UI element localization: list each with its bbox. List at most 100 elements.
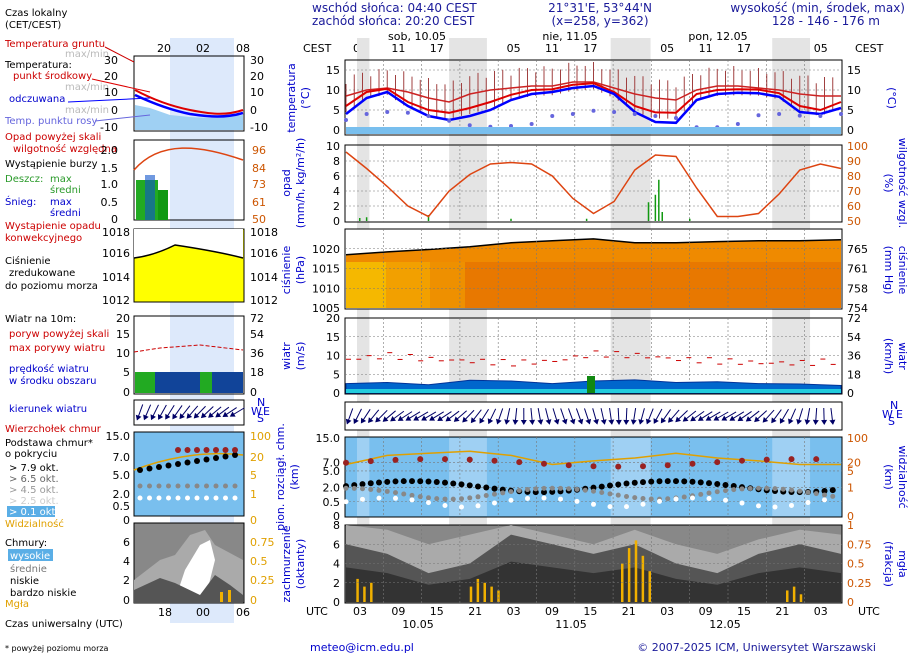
cloud-base-dot-65	[575, 487, 580, 492]
compass-e: E	[896, 408, 903, 421]
wind-unit-label: (m/s)	[294, 342, 307, 371]
legend-cloud-dot	[166, 484, 171, 489]
legend-snow: Śnieg:	[5, 195, 36, 208]
cloud-base-dot-01	[443, 503, 448, 508]
cloud-base-dot-79	[615, 481, 621, 487]
cloud-base-dot-01	[674, 497, 679, 502]
axis-tick: 1	[847, 482, 854, 495]
axis-tick: 0.25	[847, 577, 872, 590]
lpr-1018: 1018	[102, 226, 130, 239]
axis-tick: 15	[326, 331, 340, 344]
legend-cloud-dot	[156, 464, 162, 470]
fog-bar	[786, 590, 789, 602]
cloud-base-dot-01	[740, 501, 745, 506]
legend-storm: Wystąpienie burzy	[5, 159, 98, 170]
cloud-base-dot-01	[525, 496, 530, 501]
cloud-base-dot-65	[814, 491, 819, 496]
cloud-base-dot-79	[475, 483, 481, 489]
legend-cloud-dot	[185, 484, 190, 489]
cloud-base-dot-65	[591, 489, 596, 494]
cloud-base-dot-65	[451, 497, 456, 502]
legend-cloud-box	[134, 432, 244, 516]
cloud-unit-label: (km)	[288, 464, 301, 490]
temp-axis-label: temperatura	[285, 63, 298, 132]
cloud-base-dot-65	[715, 489, 720, 494]
lc-r100: 100	[250, 430, 271, 443]
cloud-top-dot	[343, 460, 349, 466]
cest-left: CEST	[303, 42, 332, 55]
lt-m10: -10	[100, 121, 118, 134]
axis-tick: 765	[847, 243, 868, 256]
cloud-base-dot-65	[822, 493, 827, 498]
axis-tick: 10	[326, 84, 340, 97]
lp-r61: 61	[252, 196, 266, 209]
lt-r10: 10	[250, 86, 264, 99]
cloud-base-dot-65	[443, 497, 448, 502]
legend-compass-e: E	[263, 405, 270, 418]
legend-cloud-dot	[138, 484, 143, 489]
cloud-top-dot	[615, 464, 621, 470]
legend-max-gusts: max porywy wiatru	[9, 343, 105, 354]
axis-tick: 761	[847, 263, 868, 276]
cloud-base-dot-79	[467, 482, 473, 488]
bottom-hour-tick: 21	[775, 605, 789, 618]
cloud-base-dot-79	[393, 478, 399, 484]
bottom-hour-tick: 03	[507, 605, 521, 618]
cloud-base-dot-65	[632, 495, 637, 500]
legend-cloud-dot	[214, 484, 219, 489]
cloud-night-band	[449, 438, 487, 516]
legend-utc-tick-1: 18	[158, 606, 172, 619]
cloud-base-dot-01	[542, 496, 547, 501]
coords-text: 21°31'E, 53°44'N	[548, 1, 652, 15]
axis-tick: 4	[333, 558, 340, 571]
legend-very-low: bardzo niskie	[10, 588, 76, 599]
cloud-base-dot-65	[707, 491, 712, 496]
legend-rain-mid	[158, 190, 168, 220]
cloud-base-dot-79	[384, 479, 390, 485]
dew-point-dot	[653, 114, 657, 118]
dew-point-dot	[798, 114, 802, 118]
cloud-base-dot-65	[344, 486, 349, 491]
cloud-top-dot	[739, 458, 745, 464]
fog-bar	[356, 579, 359, 602]
lt-10: 10	[104, 86, 118, 99]
legend-fog-bar-1	[220, 592, 223, 602]
axis-tick: 2.0	[323, 482, 341, 495]
cloud-base-dot-79	[665, 478, 671, 484]
axis-tick: 5.0	[323, 465, 341, 478]
cloud-base-dot-65	[789, 488, 794, 493]
cloud-base-dot-65	[418, 494, 423, 499]
cloud-top-dot	[714, 459, 720, 465]
dew-point-dot	[550, 114, 554, 118]
cloud-base-dot-01	[410, 497, 415, 502]
contact-email[interactable]: meteo@icm.edu.pl	[310, 641, 414, 654]
axis-tick: 15	[326, 64, 340, 77]
cloud-base-dot-79	[698, 479, 704, 485]
dew-point-dot	[592, 109, 596, 113]
legend-rain-max-label: max	[50, 174, 72, 185]
dew-point-dot	[365, 112, 369, 116]
lw-20: 20	[116, 312, 130, 325]
legend-precip-occ-1: Wystąpienie opadu	[5, 221, 101, 232]
height-values: 128 - 146 - 176 m	[772, 14, 880, 28]
cloud-base-dot-79	[657, 478, 663, 484]
axis-tick: 8	[333, 519, 340, 532]
legend-cloud-dot	[195, 496, 200, 501]
dew-point-dot	[736, 122, 740, 126]
night-band	[449, 38, 487, 603]
legend-snow-max-label: max	[50, 197, 72, 208]
bottom-date: 11.05	[555, 618, 587, 631]
bottom-hour-tick: 03	[660, 605, 674, 618]
sunset-text: zachód słońca: 20:20 CEST	[312, 14, 475, 28]
cloud-base-dot-65	[558, 486, 563, 491]
axis-tick: 10	[326, 140, 340, 153]
legend-cloud-dot	[185, 496, 190, 501]
fog-bar	[642, 556, 645, 602]
axis-tick: 5	[847, 104, 854, 117]
axis-tick: 1015	[312, 263, 340, 276]
axis-tick: 100	[847, 140, 868, 153]
axis-tick: 0	[847, 596, 854, 609]
wind-green-mark	[587, 376, 595, 393]
legend-compass-s: S	[257, 412, 264, 425]
